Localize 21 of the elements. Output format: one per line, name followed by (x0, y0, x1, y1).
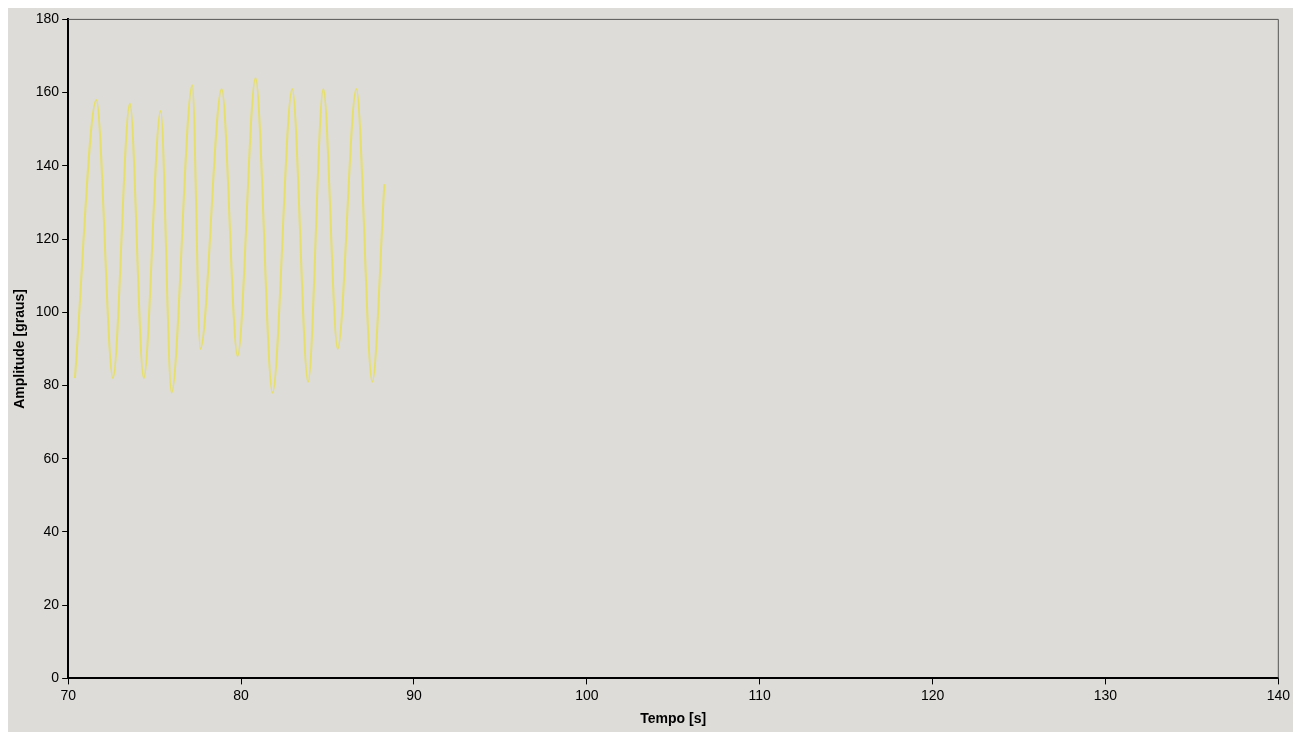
x-tick-label: 110 (748, 686, 772, 703)
x-tick-label: 90 (406, 686, 422, 703)
x-tick-label: 70 (60, 686, 77, 703)
y-tick-label: 0 (51, 669, 60, 686)
line-series (73, 76, 386, 394)
x-tick-label: 140 (1266, 686, 1291, 703)
x-tick-label: 130 (1093, 686, 1118, 703)
y-tick-label: 100 (35, 303, 60, 320)
x-tick-label: 120 (920, 686, 945, 703)
y-tick-label: 120 (35, 229, 60, 246)
y-tick-label: 160 (35, 83, 60, 100)
y-tick-label: 80 (43, 376, 60, 393)
y-tick-label: 180 (35, 10, 60, 27)
x-axis-title: Tempo [s] (640, 710, 707, 727)
y-tick-label: 60 (43, 449, 60, 466)
y-tick-label: 140 (35, 156, 60, 173)
x-tick-label: 100 (575, 686, 599, 703)
y-tick-label: 20 (43, 596, 60, 613)
y-tick-label: 40 (43, 522, 60, 539)
y-axis-title: Amplitude [graus] (11, 289, 28, 409)
x-tick-label: 80 (233, 686, 250, 703)
